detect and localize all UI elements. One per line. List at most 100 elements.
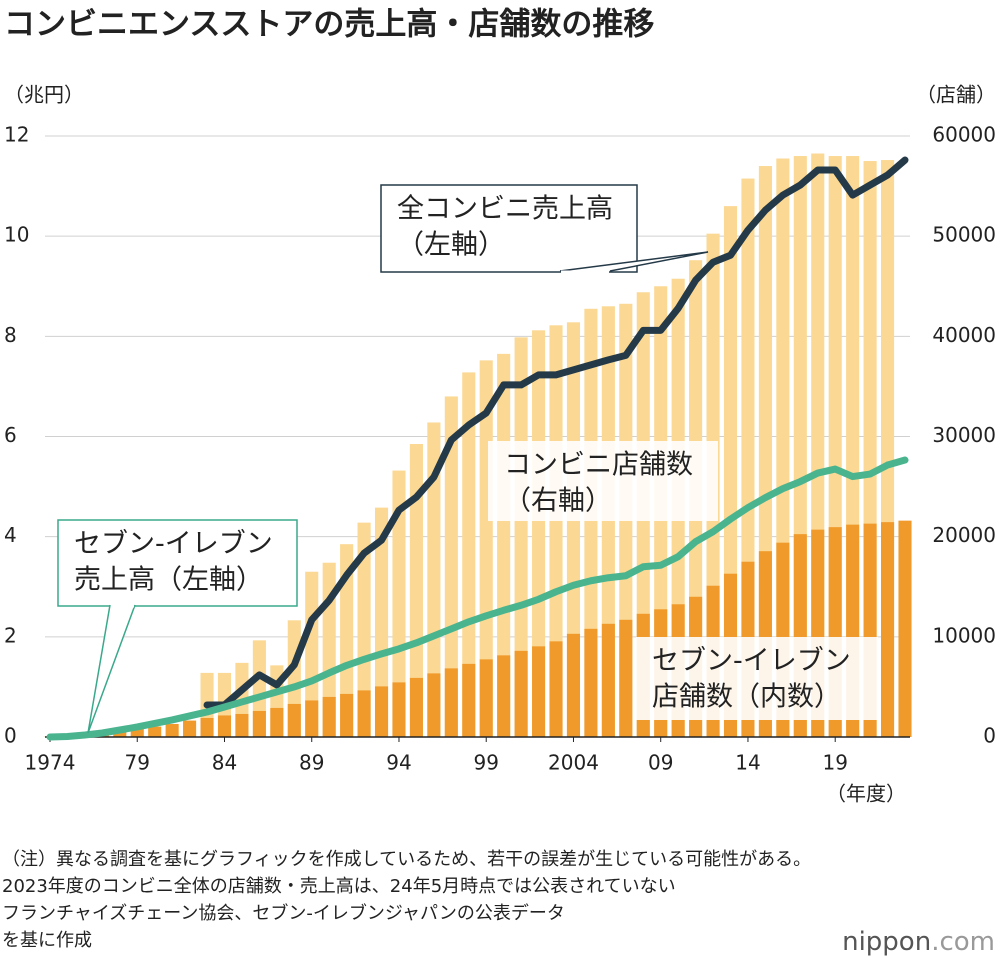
- bar: [462, 663, 476, 737]
- callout-box: [488, 441, 718, 521]
- callout: 全コンビニ売上高 （左軸）: [380, 184, 709, 274]
- bar: [514, 650, 528, 737]
- bar: [322, 696, 336, 737]
- callout-text: （左軸）: [397, 230, 505, 261]
- y2-tick-label: 30000: [932, 423, 996, 447]
- bar: [549, 641, 563, 737]
- bar: [357, 522, 371, 737]
- bar: [427, 673, 441, 737]
- callout-text: セブン-イレブン: [652, 646, 851, 677]
- bar: [462, 372, 476, 737]
- bar: [514, 337, 528, 737]
- x-tick-label: 09: [648, 751, 673, 775]
- chart-title: コンビニエンスストアの売上高・店舗数の推移: [4, 7, 654, 43]
- y2-tick-label: 50000: [932, 223, 996, 247]
- y2-tick-label: 20000: [932, 523, 996, 547]
- x-tick-label: 1974: [25, 751, 76, 775]
- bar: [549, 325, 563, 737]
- bar: [409, 677, 423, 737]
- bar: [444, 668, 458, 737]
- logo-part: nippon: [842, 927, 931, 957]
- note: を基に作成: [2, 930, 92, 951]
- bar: [584, 628, 598, 737]
- x-tick-label: 79: [125, 751, 150, 775]
- bar: [357, 690, 371, 737]
- callout-text: セブン-イレブン: [74, 529, 273, 560]
- bar: [566, 633, 581, 737]
- note: （注）異なる調査を基にグラフィックを作成しているため、若干の誤差が生じている可能…: [2, 849, 811, 870]
- x-tick-label: 2004: [548, 751, 599, 775]
- callout-text: （右軸）: [504, 486, 612, 517]
- callout-box: [57, 519, 298, 607]
- line: [203, 156, 909, 709]
- bar: [444, 396, 458, 737]
- bar: [305, 700, 319, 737]
- bar: [409, 444, 423, 737]
- y-tick-label: 12: [4, 123, 29, 147]
- bar: [217, 715, 232, 737]
- callout-text: 店舗数（内数）: [652, 682, 841, 713]
- callout-pointer: [87, 604, 136, 734]
- bar: [374, 507, 389, 737]
- bar: [392, 682, 406, 737]
- bar: [113, 731, 127, 737]
- bar: [148, 726, 162, 737]
- y-tick-label: 10: [4, 223, 29, 247]
- bar: [898, 520, 912, 737]
- callout-box: [380, 184, 638, 273]
- y-tick-label: 8: [4, 323, 17, 347]
- y-tick-label: 4: [4, 523, 17, 547]
- bar: [479, 659, 493, 737]
- logo-part: .com: [931, 927, 995, 957]
- note: フランチャイズチェーン協会、セブン-イレブンジャパンの公表データ: [2, 902, 565, 924]
- callout-text: コンビニ店舗数: [504, 450, 693, 481]
- bar: [270, 707, 284, 737]
- callout: コンビニ店舗数 （右軸）: [488, 441, 718, 521]
- x-tick-label: 14: [735, 751, 760, 775]
- bar: [532, 330, 546, 737]
- y2-tick-label: 60000: [932, 123, 996, 147]
- bar: [601, 623, 615, 737]
- x-axis-label: （年度）: [826, 782, 906, 806]
- callout-text: 売上高（左軸）: [74, 565, 263, 596]
- bar: [566, 322, 581, 737]
- line: [46, 456, 909, 741]
- note: 2023年度のコンビニ全体の店舗数・売上高は、24年5月時点では公表されていない: [2, 876, 676, 897]
- bar: [340, 544, 354, 737]
- bar: [497, 655, 511, 737]
- callout-box: [636, 637, 878, 720]
- y2-tick-label: 0: [983, 724, 996, 748]
- x-tick-label: 94: [386, 751, 411, 775]
- y2-axis-label: （店舗）: [916, 83, 996, 107]
- bar: [619, 619, 633, 737]
- x-tick-label: 19: [822, 751, 847, 775]
- y2-tick-label: 40000: [932, 323, 996, 347]
- bar: [532, 646, 546, 737]
- logo: nippon.com: [842, 927, 995, 957]
- bar: [200, 717, 214, 737]
- callout-pointer: [559, 251, 709, 272]
- bar: [374, 686, 389, 737]
- x-tick-label: 89: [299, 751, 324, 775]
- bar: [183, 720, 197, 737]
- y-axis-label: （兆円）: [4, 83, 84, 107]
- bar: [427, 422, 441, 737]
- bar: [252, 710, 266, 737]
- bar: [130, 728, 144, 737]
- bar: [287, 703, 301, 737]
- y-tick-label: 2: [4, 623, 17, 647]
- bar: [392, 470, 406, 737]
- bar: [165, 723, 179, 737]
- y-tick-label: 6: [4, 423, 17, 447]
- x-tick-label: 99: [473, 751, 498, 775]
- callout-text: 全コンビニ売上高: [397, 194, 613, 225]
- y2-tick-label: 10000: [932, 623, 996, 647]
- bar: [340, 693, 354, 737]
- bar: [235, 713, 249, 737]
- x-tick-label: 84: [212, 751, 237, 775]
- y-tick-label: 0: [4, 724, 17, 748]
- bar: [881, 522, 895, 737]
